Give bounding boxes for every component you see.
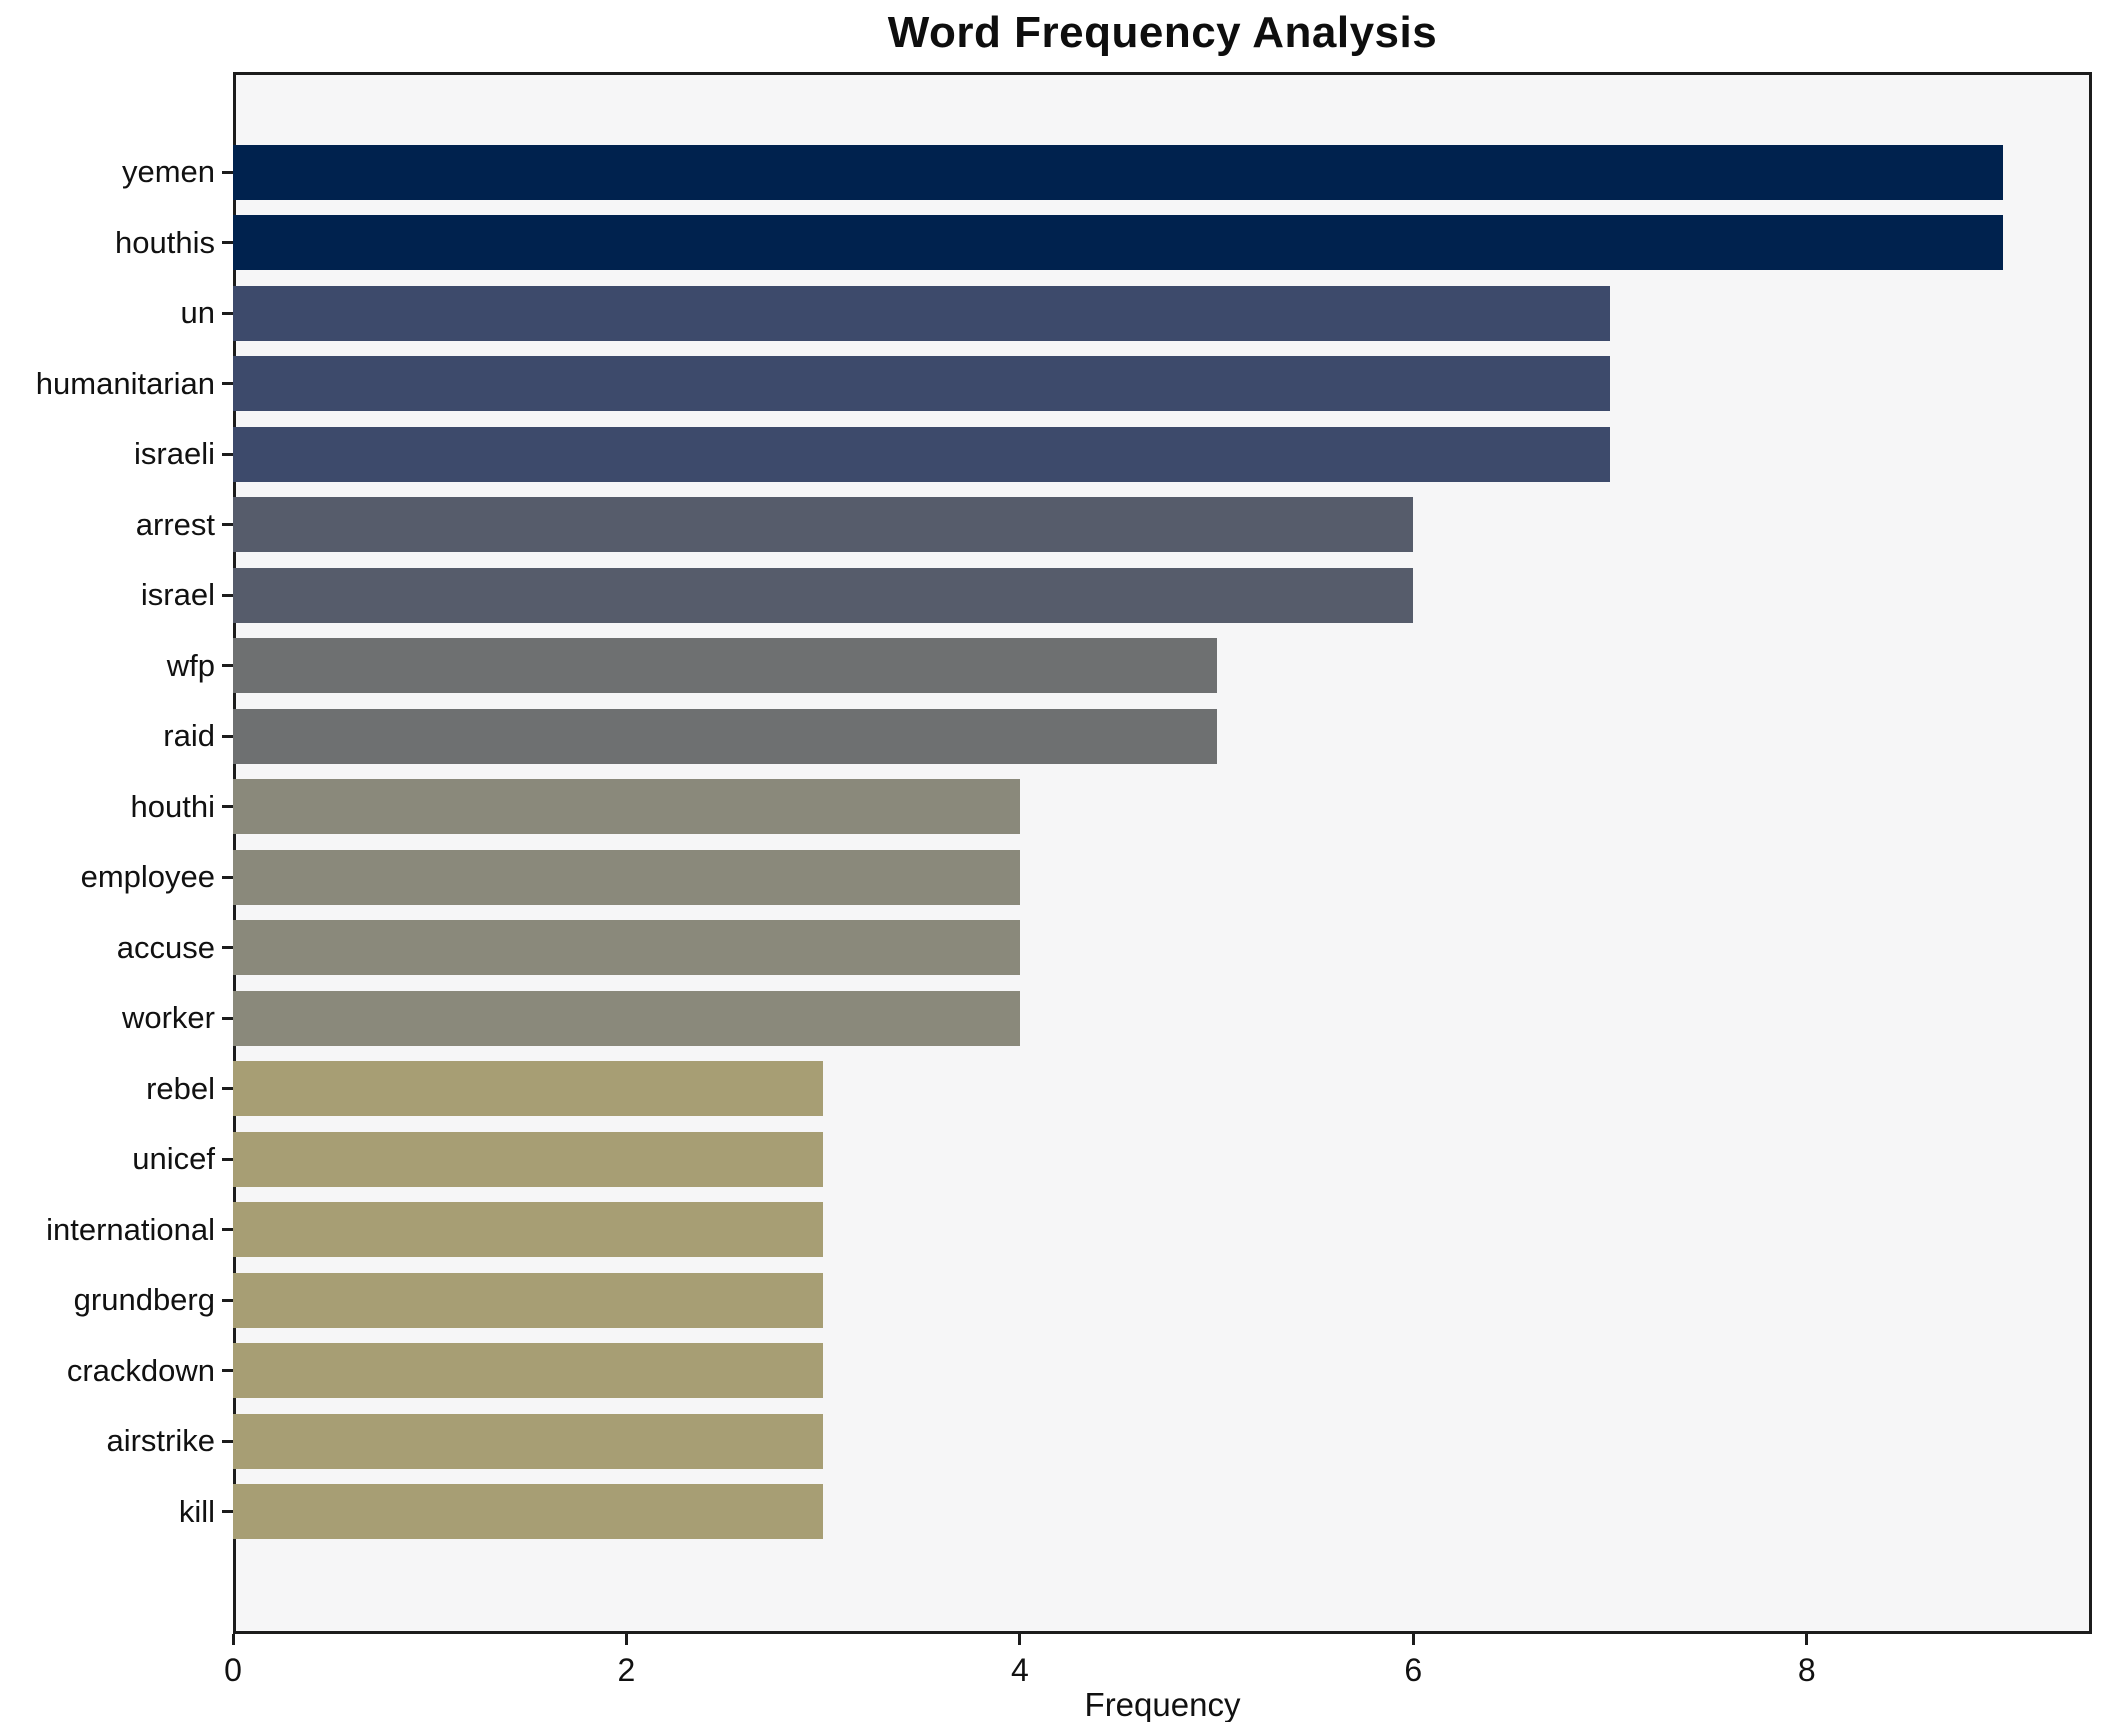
y-label-wfp: wfp	[166, 647, 215, 683]
bar-row	[233, 278, 2092, 349]
bar-row	[233, 631, 2092, 702]
y-label-accuse: accuse	[116, 929, 215, 965]
y-label-unicef: unicef	[132, 1141, 215, 1176]
x-tick-label-8: 8	[1797, 1652, 1816, 1688]
y-label-airstrike: airstrike	[106, 1423, 215, 1458]
y-label-worker: worker	[121, 1000, 215, 1035]
bar-unicef	[233, 1131, 824, 1187]
y-tick-mark	[222, 805, 233, 809]
y-label-grundberg: grundberg	[73, 1282, 215, 1317]
bar-row	[233, 349, 2092, 420]
x-tick-mark	[1411, 1634, 1415, 1645]
bar-international	[233, 1202, 824, 1258]
bar-accuse	[233, 920, 1020, 976]
y-label-rebel: rebel	[146, 1070, 215, 1106]
y-label-houthi: houthi	[130, 788, 215, 824]
bar-un	[233, 285, 1611, 341]
y-label-israel: israel	[140, 577, 215, 612]
bar-row	[233, 490, 2092, 561]
x-tick-mark	[1805, 1634, 1809, 1645]
bar-airstrike	[233, 1413, 824, 1469]
x-tick-mark	[231, 1634, 235, 1645]
y-label-israeli: israeli	[134, 436, 215, 471]
bar-raid	[233, 708, 1217, 764]
bar-yemen	[233, 144, 2004, 200]
bar-row	[233, 1406, 2092, 1477]
y-label-raid: raid	[163, 718, 215, 753]
x-tick-label-6: 6	[1404, 1652, 1423, 1688]
y-tick-mark	[222, 1369, 233, 1373]
y-tick-mark	[222, 452, 233, 456]
y-tick-mark	[222, 382, 233, 386]
y-tick-mark	[222, 593, 233, 597]
y-tick-mark	[222, 1016, 233, 1020]
y-label-un: un	[180, 295, 215, 330]
bar-israeli	[233, 426, 1611, 482]
y-label-houthis: houthis	[115, 224, 215, 260]
x-tick-mark	[1018, 1634, 1022, 1645]
bar-row	[233, 1336, 2092, 1407]
bar-wfp	[233, 638, 1217, 694]
y-tick-mark	[222, 875, 233, 879]
bar-rebel	[233, 1061, 824, 1117]
bar-row	[233, 913, 2092, 984]
bar-crackdown	[233, 1343, 824, 1399]
bar-employee	[233, 849, 1020, 905]
y-label-employee: employee	[80, 859, 215, 894]
bar-row	[233, 842, 2092, 913]
bar-row	[233, 983, 2092, 1054]
y-tick-mark	[222, 170, 233, 174]
bar-row	[233, 1124, 2092, 1195]
bar-row	[233, 560, 2092, 631]
bar-houthi	[233, 779, 1020, 835]
bar-kill	[233, 1484, 824, 1540]
bar-worker	[233, 990, 1020, 1046]
y-tick-mark	[222, 523, 233, 527]
y-tick-mark	[222, 1228, 233, 1232]
bar-row	[233, 1477, 2092, 1548]
y-label-international: international	[46, 1211, 215, 1247]
x-tick-label-4: 4	[1010, 1652, 1029, 1688]
y-label-kill: kill	[178, 1493, 215, 1529]
y-tick-mark	[222, 664, 233, 668]
y-tick-mark	[222, 1298, 233, 1302]
bar-row	[233, 1265, 2092, 1336]
bar-houthis	[233, 215, 2004, 271]
bar-row	[233, 701, 2092, 772]
bar-row	[233, 1054, 2092, 1125]
y-label-crackdown: crackdown	[66, 1352, 215, 1388]
y-tick-mark	[222, 1087, 233, 1091]
bar-israel	[233, 567, 1414, 623]
y-label-yemen: yemen	[121, 154, 215, 189]
y-tick-mark	[222, 734, 233, 738]
y-tick-mark	[222, 1510, 233, 1514]
y-tick-mark	[222, 946, 233, 950]
bar-row	[233, 208, 2092, 279]
y-tick-mark	[222, 1157, 233, 1161]
bar-row	[233, 419, 2092, 490]
bar-row	[233, 772, 2092, 843]
x-tick-label-2: 2	[617, 1652, 636, 1688]
chart-title: Word Frequency Analysis	[887, 8, 1438, 57]
x-tick-mark	[624, 1634, 628, 1645]
bar-row	[233, 1195, 2092, 1266]
y-label-humanitarian: humanitarian	[35, 365, 215, 401]
bar-grundberg	[233, 1272, 824, 1328]
bar-arrest	[233, 497, 1414, 553]
bar-row	[233, 137, 2092, 208]
x-tick-label-0: 0	[224, 1652, 242, 1688]
y-label-arrest: arrest	[135, 506, 215, 542]
y-tick-mark	[222, 241, 233, 245]
x-axis-title: Frequency	[1084, 1686, 1241, 1722]
y-tick-mark	[222, 311, 233, 315]
bar-humanitarian	[233, 356, 1611, 412]
y-tick-mark	[222, 1439, 233, 1443]
